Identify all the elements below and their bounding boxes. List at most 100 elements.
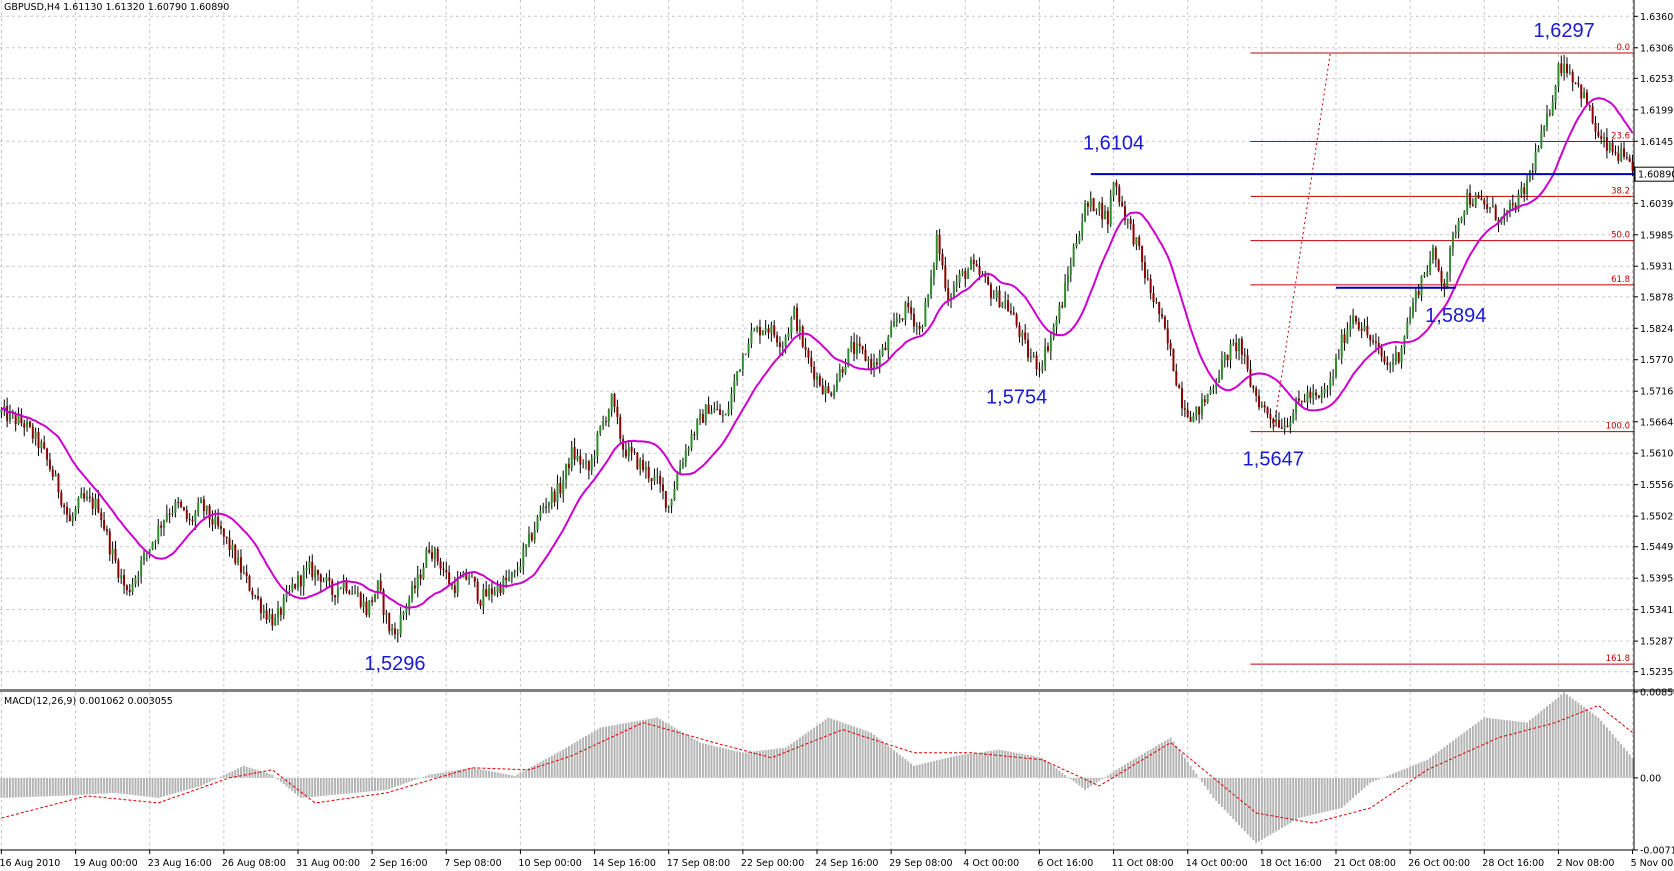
macd-bar <box>1480 719 1483 778</box>
macd-bar <box>995 750 998 778</box>
candle-body <box>1494 205 1497 220</box>
macd-bar <box>453 770 456 778</box>
macd-bar <box>114 777 117 793</box>
candle-body <box>813 366 816 380</box>
macd-bar <box>211 777 214 781</box>
macd-bar <box>1335 777 1337 810</box>
macd-bar <box>1323 777 1326 813</box>
macd-bar <box>1112 771 1115 778</box>
macd-bar <box>1024 754 1027 778</box>
candle-body <box>619 416 622 439</box>
price-annotation: 1,5894 <box>1425 305 1486 327</box>
macd-bar <box>151 777 154 798</box>
macd-bar <box>1443 747 1446 778</box>
candle-body <box>644 466 647 470</box>
candle-body <box>1554 86 1557 103</box>
macd-bar <box>402 777 405 784</box>
macd-bar <box>590 732 593 778</box>
macd-bar <box>1118 768 1121 778</box>
macd-bar <box>1469 728 1472 778</box>
macd-bar <box>182 777 185 791</box>
macd-bar <box>1158 744 1161 778</box>
candle-body <box>1329 378 1332 389</box>
macd-bar <box>1551 701 1554 778</box>
candle-body <box>513 570 516 573</box>
candle-body <box>1477 195 1480 199</box>
candle-body <box>1255 388 1258 396</box>
macd-bar <box>887 745 890 778</box>
macd-bar <box>499 773 502 778</box>
candle-body <box>328 577 331 581</box>
candle-body <box>148 548 151 553</box>
macd-bar <box>910 763 913 778</box>
candle-body <box>593 456 596 459</box>
macd-bar <box>91 777 94 795</box>
macd-bar <box>1086 777 1089 789</box>
macd-bar <box>1092 777 1095 785</box>
candle-body <box>992 297 995 299</box>
macd-bar <box>1543 708 1546 778</box>
macd-bar <box>128 777 131 795</box>
candle-body <box>1078 235 1081 243</box>
macd-bar <box>60 777 63 796</box>
candle-body <box>1443 283 1446 290</box>
macd-bar <box>237 768 240 778</box>
candle-body <box>1457 220 1460 232</box>
macd-bar <box>214 777 217 780</box>
candle-body <box>499 585 502 594</box>
macd-bar <box>231 771 234 778</box>
macd-bar <box>835 720 838 778</box>
macd-bar <box>259 771 262 778</box>
macd-bar <box>1292 777 1295 822</box>
candle-body <box>177 501 180 503</box>
macd-bar <box>442 772 445 778</box>
macd-bar <box>1146 751 1149 778</box>
candle-body <box>46 448 49 460</box>
candle-body <box>693 434 696 436</box>
candle-body <box>921 326 924 329</box>
candle-body <box>1469 192 1472 205</box>
macd-bar <box>921 763 924 778</box>
macd-bar <box>396 777 399 786</box>
macd-bar <box>1508 720 1511 778</box>
macd-bar <box>1058 770 1061 778</box>
macd-bar <box>892 750 895 778</box>
candle-body <box>131 584 134 592</box>
candle-body <box>371 600 374 602</box>
macd-bar <box>43 777 46 797</box>
candle-body <box>684 450 687 463</box>
candle-body <box>1001 302 1004 307</box>
candle-body <box>773 325 776 336</box>
macd-bar <box>1588 711 1591 778</box>
candle-body <box>428 549 431 553</box>
candle-body <box>376 580 379 595</box>
macd-tick-label: 0.00 <box>1640 773 1661 784</box>
candle-body <box>904 302 907 320</box>
candle-body <box>858 343 861 347</box>
macd-bar <box>1186 761 1189 778</box>
macd-bar <box>559 751 562 778</box>
candle-body <box>1346 330 1349 344</box>
candle-body <box>958 273 961 283</box>
candle-body <box>744 353 747 355</box>
candle-body <box>687 448 690 451</box>
time-tick-label: 24 Sep 16:00 <box>815 858 878 869</box>
macd-bar <box>1015 752 1018 778</box>
candle-body <box>1212 388 1215 390</box>
macd-bar <box>656 717 659 778</box>
macd-bar <box>527 768 530 778</box>
candle-body <box>1183 408 1186 410</box>
macd-bar <box>870 732 873 778</box>
candle-body <box>205 505 208 512</box>
candle-body <box>1126 219 1129 221</box>
macd-bar <box>587 734 590 778</box>
candle-body <box>784 337 787 347</box>
candle-body <box>1181 388 1184 409</box>
candle-body <box>1623 148 1626 157</box>
macd-bar <box>134 777 137 796</box>
macd-bar <box>907 761 910 778</box>
macd-bar <box>362 777 365 793</box>
macd-bar <box>191 777 194 789</box>
